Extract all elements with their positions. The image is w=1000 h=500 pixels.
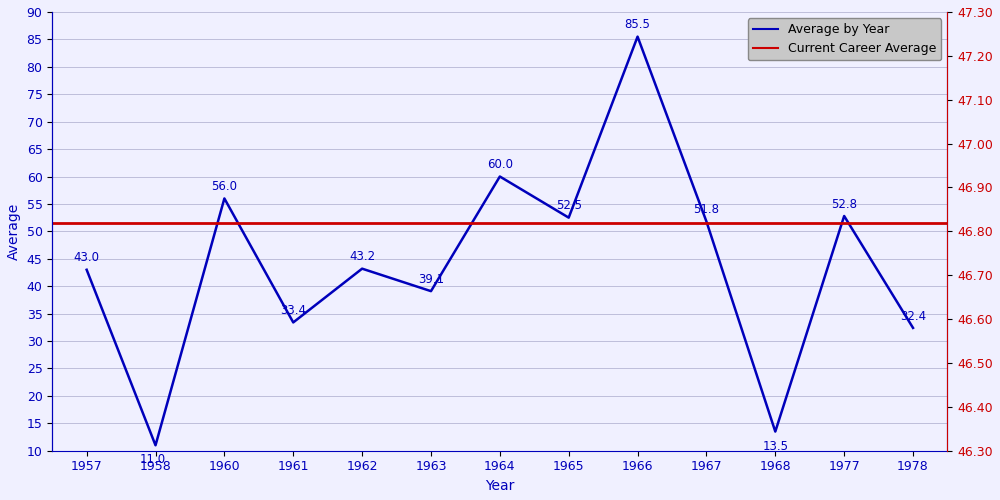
Average by Year xyxy=(907,325,919,331)
Text: 85.5: 85.5 xyxy=(625,18,651,32)
Average by Year xyxy=(287,320,299,326)
Text: 43.0: 43.0 xyxy=(74,252,100,264)
Average by Year xyxy=(218,196,230,202)
Average by Year xyxy=(494,174,506,180)
Text: 51.8: 51.8 xyxy=(693,203,719,216)
Average by Year xyxy=(700,218,712,224)
Y-axis label: Average: Average xyxy=(7,202,21,260)
Text: 32.4: 32.4 xyxy=(900,310,926,322)
Text: 56.0: 56.0 xyxy=(211,180,237,193)
Average by Year xyxy=(838,213,850,219)
Text: 33.4: 33.4 xyxy=(280,304,306,317)
Legend: Average by Year, Current Career Average: Average by Year, Current Career Average xyxy=(748,18,941,60)
Average by Year xyxy=(769,428,781,434)
Line: Average by Year: Average by Year xyxy=(87,36,913,446)
Average by Year xyxy=(150,442,162,448)
Text: 52.8: 52.8 xyxy=(831,198,857,210)
Text: 39.1: 39.1 xyxy=(418,273,444,286)
X-axis label: Year: Year xyxy=(485,479,515,493)
Average by Year xyxy=(632,34,644,40)
Text: 43.2: 43.2 xyxy=(349,250,375,264)
Average by Year xyxy=(563,214,575,220)
Text: 11.0: 11.0 xyxy=(140,454,166,466)
Average by Year xyxy=(81,267,93,273)
Text: 52.5: 52.5 xyxy=(556,200,582,212)
Text: 13.5: 13.5 xyxy=(762,440,788,452)
Average by Year xyxy=(425,288,437,294)
Average by Year xyxy=(356,266,368,272)
Text: 60.0: 60.0 xyxy=(487,158,513,171)
